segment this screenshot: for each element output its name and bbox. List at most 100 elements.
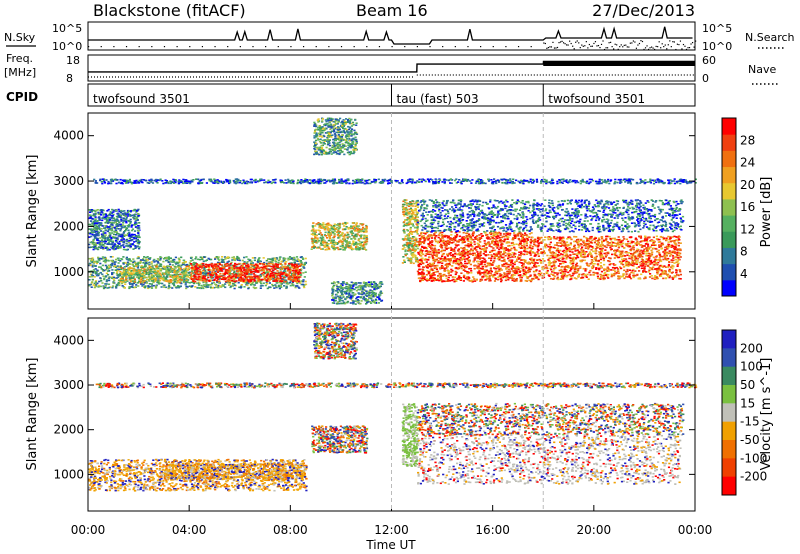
heat-cell — [166, 276, 168, 278]
nsearch-point — [631, 42, 632, 43]
heat-cell — [245, 269, 247, 271]
heat-cell — [185, 284, 187, 286]
heat-cell — [336, 281, 338, 283]
heat-cell — [175, 279, 177, 281]
heat-cell — [123, 275, 125, 277]
heat-cell — [360, 245, 362, 247]
heat-cell — [361, 224, 363, 226]
heat-cell — [253, 279, 255, 281]
heat-cell — [380, 291, 382, 293]
nsearch-point — [639, 43, 640, 44]
nsearch-point — [240, 46, 241, 47]
heat-cell — [280, 261, 282, 263]
heat-cell — [331, 288, 333, 290]
heat-cell — [409, 240, 411, 242]
heat-cell — [215, 287, 217, 289]
heat-cell — [188, 272, 190, 274]
heat-cell — [374, 293, 376, 295]
heat-cell — [467, 239, 469, 241]
heat-cell — [283, 285, 285, 287]
heat-cell — [120, 265, 122, 267]
heat-cell — [410, 261, 412, 263]
heat-cell — [227, 261, 229, 263]
heat-cell — [200, 256, 202, 258]
heat-cell — [172, 279, 174, 281]
heat-cell — [253, 284, 255, 286]
heat-cell — [257, 271, 259, 273]
heat-cell — [380, 300, 382, 302]
heat-cell — [284, 271, 286, 273]
heat-cell — [272, 272, 274, 274]
nsearch-point — [642, 41, 643, 42]
heat-cell — [314, 235, 316, 237]
heat-cell — [281, 266, 283, 268]
heat-cell — [332, 299, 334, 301]
heat-cell — [222, 266, 224, 268]
heat-cell — [256, 265, 258, 267]
heat-cell — [513, 232, 515, 234]
cpid-label: CPID — [6, 90, 38, 104]
heat-cell — [348, 236, 350, 238]
heat-cell — [287, 265, 289, 267]
heat-cell — [155, 265, 157, 267]
heat-cell — [286, 283, 288, 285]
heat-cell — [357, 299, 359, 301]
nsearch-point — [354, 46, 355, 47]
heat-cell — [258, 277, 260, 279]
heat-cell — [430, 254, 432, 256]
heat-cell — [312, 225, 314, 227]
heat-cell — [154, 270, 156, 272]
heat-cell — [95, 284, 97, 286]
heat-cell — [228, 269, 230, 271]
heat-cell — [151, 280, 153, 282]
heat-cell — [266, 260, 268, 262]
heat-cell — [354, 293, 356, 295]
heat-cell — [437, 242, 439, 244]
heat-cell — [337, 296, 339, 298]
heat-cell — [484, 279, 486, 281]
heat-cell — [354, 230, 356, 232]
heat-cell — [360, 236, 362, 238]
heat-cell — [119, 273, 121, 275]
heat-cell — [299, 272, 301, 274]
heat-cell — [101, 274, 103, 276]
heat-cell — [466, 233, 468, 235]
heat-cell — [157, 275, 159, 277]
heat-cell — [234, 288, 236, 290]
heat-cell — [191, 269, 193, 271]
heat-cell — [227, 265, 229, 267]
heat-cell — [269, 275, 271, 277]
heat-cell — [320, 142, 322, 144]
heat-cell — [368, 281, 370, 283]
heat-cell — [212, 270, 214, 272]
heat-cell — [255, 282, 257, 284]
heat-cell — [202, 277, 204, 279]
heat-cell — [377, 287, 379, 289]
heat-cell — [126, 259, 128, 261]
heat-cell — [157, 258, 159, 260]
heat-cell — [160, 265, 162, 267]
heat-cell — [197, 265, 199, 267]
heat-cell — [91, 286, 93, 288]
heat-cell — [183, 270, 185, 272]
heat-cell — [403, 207, 405, 209]
nsearch-point — [587, 47, 588, 48]
heat-cell — [507, 258, 509, 260]
heat-cell — [318, 133, 320, 135]
heat-cell — [190, 263, 192, 265]
heat-cell — [228, 271, 230, 273]
heat-cell — [280, 263, 282, 265]
heat-cell — [370, 282, 372, 284]
heat-cell — [416, 232, 418, 234]
heat-cell — [300, 257, 302, 259]
freq-unit: [MHz] — [4, 66, 36, 79]
heat-cell — [326, 147, 328, 149]
heat-cell — [415, 209, 417, 211]
heat-cell — [345, 286, 347, 288]
heat-cell — [159, 278, 161, 280]
heat-cell — [266, 265, 268, 267]
heat-cell — [434, 239, 436, 241]
heat-cell — [499, 273, 501, 275]
heat-cell — [455, 274, 457, 276]
heat-cell — [340, 235, 342, 237]
